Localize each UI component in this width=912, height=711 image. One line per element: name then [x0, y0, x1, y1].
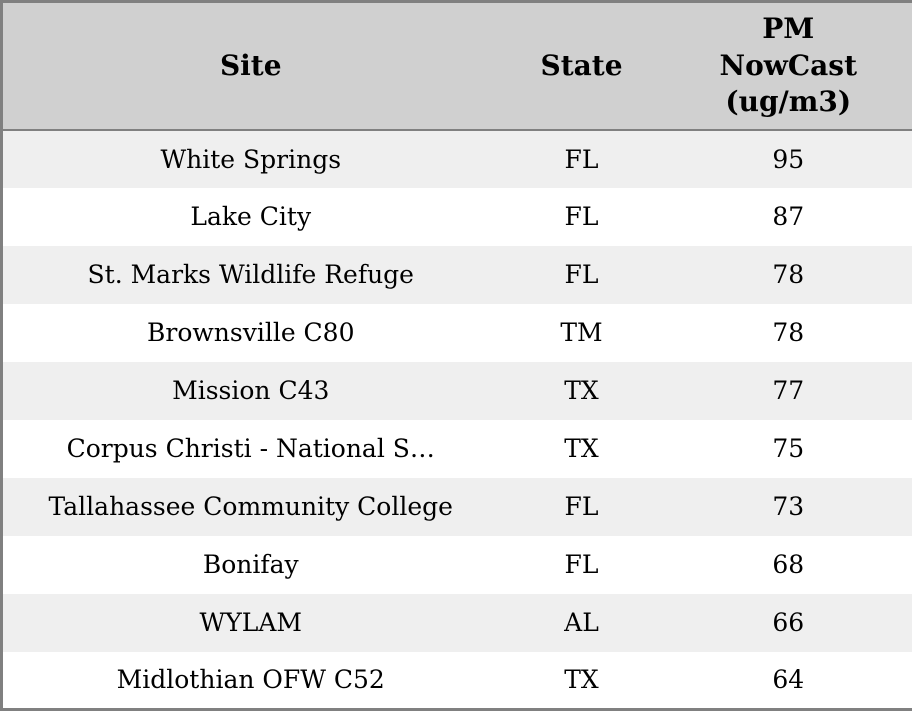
column-header-site: Site: [1, 1, 499, 131]
site-cell: White Springs: [160, 144, 342, 174]
state-cell: AL: [564, 608, 599, 637]
column-header-pm-nowcast: PM NowCast (ug/m3): [664, 1, 912, 131]
site-cell: Lake City: [190, 202, 312, 231]
state-cell: TX: [564, 434, 599, 463]
pm-nowcast-cell: 77: [772, 376, 805, 405]
table-row: St. Marks Wildlife Refuge FL 78: [1, 245, 912, 304]
pm-nowcast-cell: 64: [772, 665, 805, 695]
site-cell: Midlothian OFW C52: [116, 665, 385, 695]
header-row: Site State PM NowCast (ug/m3): [1, 1, 912, 131]
site-cell: Brownsville C80: [147, 318, 355, 347]
pm-nowcast-cell: 66: [772, 608, 805, 637]
table-row: Corpus Christi - National S… TX 75: [1, 419, 912, 478]
site-cell: St. Marks Wildlife Refuge: [87, 260, 414, 289]
site-cell: WYLAM: [199, 608, 302, 637]
site-cell: Tallahassee Community College: [48, 492, 453, 521]
column-header-state: State: [498, 1, 665, 131]
table-row: Mission C43 TX 77: [1, 361, 912, 420]
table-row: WYLAM AL 66: [1, 593, 912, 652]
state-cell: FL: [564, 144, 599, 174]
pm-nowcast-cell: 73: [772, 492, 805, 521]
state-cell: FL: [564, 202, 599, 231]
table-row: Lake City FL 87: [1, 187, 912, 246]
site-cell: Bonifay: [202, 550, 299, 579]
table-row: Brownsville C80 TM 78: [1, 303, 912, 362]
state-cell: FL: [564, 492, 599, 521]
pm-nowcast-cell: 78: [772, 260, 805, 289]
table-header: Site State PM NowCast (ug/m3): [1, 1, 912, 131]
state-cell: FL: [564, 550, 599, 579]
table-body: White Springs FL 95 Lake City FL 87 St. Marks …: [1, 129, 912, 710]
table-row: Tallahassee Community College FL 73: [1, 477, 912, 536]
table-row: Midlothian OFW C52 TX 64: [1, 651, 912, 710]
state-cell: TX: [564, 376, 599, 405]
table-row: White Springs FL 95: [1, 129, 912, 188]
site-cell: Corpus Christi - National S…: [66, 434, 435, 463]
pm-nowcast-cell: 78: [772, 318, 805, 347]
table-row: Bonifay FL 68: [1, 535, 912, 594]
state-cell: TX: [564, 665, 599, 695]
pm-nowcast-cell: 87: [772, 202, 805, 231]
pm-nowcast-cell: 75: [772, 434, 805, 463]
pm-nowcast-cell: 95: [772, 144, 805, 174]
state-cell: TM: [560, 318, 603, 347]
pm-nowcast-cell: 68: [772, 550, 805, 579]
site-cell: Mission C43: [172, 376, 330, 405]
state-cell: FL: [564, 260, 599, 289]
